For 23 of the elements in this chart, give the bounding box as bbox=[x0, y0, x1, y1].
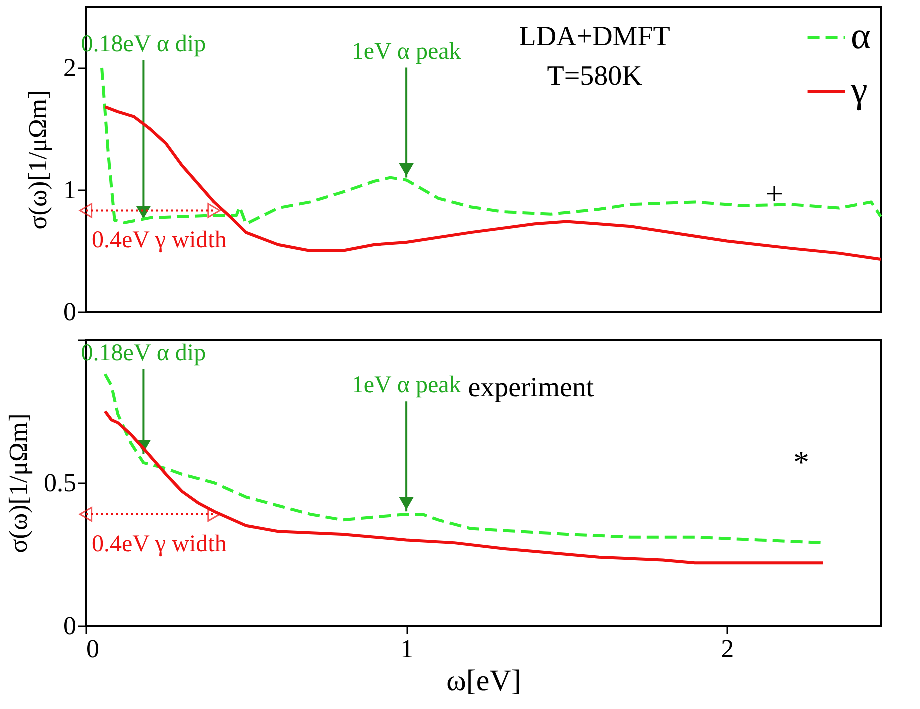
annotation: experiment bbox=[468, 372, 594, 404]
annotation: 1eV α peak bbox=[352, 372, 462, 399]
annotation: T=580K bbox=[547, 61, 642, 92]
y-tick-label: 1 bbox=[64, 176, 76, 204]
y-axis-title: σ(ω)[1/μΩm] bbox=[24, 90, 52, 230]
annotation: 0.4eV γ width bbox=[92, 531, 227, 558]
annotation: + bbox=[765, 176, 784, 212]
annotation: LDA+DMFT bbox=[519, 22, 670, 52]
x-tick-label: 1 bbox=[400, 634, 414, 664]
y-tick-label: 0 bbox=[64, 612, 76, 640]
legend-label: γ bbox=[850, 70, 868, 112]
legend-label: α bbox=[851, 16, 871, 58]
y-tick-label: 0 bbox=[64, 298, 76, 326]
x-tick-label: 2 bbox=[721, 634, 734, 664]
x-axis-title: ω[eV] bbox=[446, 664, 522, 698]
annotation: 0.4eV γ width bbox=[92, 228, 227, 254]
y-tick-label: 0.5 bbox=[44, 468, 76, 498]
y-axis-title: σ(ω)[1/μΩm] bbox=[4, 414, 33, 554]
annotation: 1eV α peak bbox=[352, 38, 462, 65]
annotation: * bbox=[794, 444, 810, 480]
x-tick-label: 0 bbox=[86, 634, 100, 664]
line-series bbox=[100, 66, 882, 226]
y-tick-label: 2 bbox=[64, 54, 76, 82]
